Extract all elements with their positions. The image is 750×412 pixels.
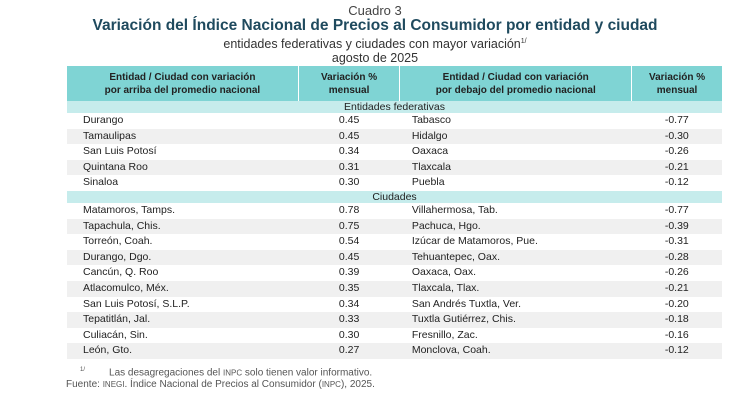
variation-above: 0.45 [298, 128, 400, 145]
entity-below: Puebla [411, 176, 445, 189]
variation-below: -0.12 [664, 176, 689, 189]
entity-below: Tlaxcala [399, 159, 632, 176]
table-row: Tepatitlán, Jal. 0.33 Tuxtla Gutiérrez, Ch… [67, 312, 722, 328]
entity-below: Tuxtla Gutiérrez, Chis. [399, 312, 632, 328]
subtitle-text: entidades federativas y ciudades con may… [223, 37, 521, 51]
table-header: Entidad / Ciudad con variación por arriba… [67, 66, 722, 101]
variation-below: -0.12 [631, 343, 722, 359]
variation-below: -0.30 [631, 128, 722, 145]
variation-above: 0.78 [338, 203, 360, 216]
variation-below: -0.26 [664, 266, 689, 279]
table-row: Atlacomulco, Méx. 0.35 Tlaxcala, Tlax. -0.2… [67, 280, 722, 297]
table-row: Quintana Roo 0.31 Tlaxcala -0.21 [67, 159, 722, 176]
section-label: Ciudades [67, 190, 722, 203]
table-row: León, Gto. 0.27 Monclova, Coah. -0.12 [67, 343, 722, 359]
table-row: Torreón, Coah. 0.54 Izúcar de Matamoros, P… [67, 234, 722, 250]
variation-below: -0.77 [664, 203, 689, 216]
entity-below: Oaxaca [411, 145, 449, 158]
entity-below: Hidalgo [399, 128, 632, 145]
entity-above: Culiacán, Sin. [83, 328, 148, 341]
footnotes: 1/Las desagregaciones del INPC solo tien… [66, 364, 375, 391]
table-row: Sinaloa 0.30 Puebla -0.12 [67, 175, 722, 191]
entity-below: Tehuantepec, Oax. [399, 249, 632, 266]
entity-above: Cancún, Q. Roo [83, 266, 159, 279]
subtitle: entidades federativas y ciudades con may… [0, 37, 750, 51]
table-row: San Luis Potosí 0.34 Oaxaca -0.26 [67, 144, 722, 160]
variation-below: -0.18 [631, 312, 722, 328]
entity-above: Tamaulipas [67, 128, 299, 145]
variation-below: -0.28 [631, 249, 722, 266]
table-row: Matamoros, Tamps. 0.78 Villahermosa, Tab. -… [67, 203, 722, 219]
table-number: Cuadro 3 [348, 3, 402, 18]
col-above-entity: Entidad / Ciudad con variación por arriba… [67, 66, 299, 101]
variation-above: 0.34 [338, 145, 360, 158]
date-label: agosto de 2025 [331, 51, 419, 65]
entity-below: Villahermosa, Tab. [411, 203, 498, 216]
entity-above: Durango [83, 114, 124, 126]
variation-above: 0.30 [338, 328, 360, 341]
variation-above: 0.33 [298, 312, 400, 328]
entity-above: Sinaloa [83, 176, 119, 189]
variation-below: -0.31 [664, 235, 689, 248]
variation-below: -0.77 [664, 114, 689, 126]
entity-below: Tlaxcala, Tlax. [399, 280, 632, 297]
table-row: Cancún, Q. Roo 0.39 Oaxaca, Oax. -0.26 [67, 265, 722, 281]
table-row: Durango 0.45 Tabasco -0.77 [67, 113, 722, 129]
variation-below: -0.20 [664, 297, 689, 310]
table-row: Culiacán, Sin. 0.30 Fresnillo, Zac. -0.16 [67, 328, 722, 344]
table-row: Tapachula, Chis. 0.75 Pachuca, Hgo. -0.39 [67, 218, 722, 235]
section-label: Entidades federativas [67, 101, 722, 113]
entity-above: San Luis Potosí [83, 145, 157, 158]
variation-above: 0.75 [298, 218, 400, 235]
entity-above: Durango, Dgo. [67, 249, 299, 266]
footnote-ref: 1/ [520, 37, 527, 45]
section-row: Ciudades [67, 190, 722, 203]
col-below-variation: Variación % mensual [631, 66, 722, 101]
entity-below: Tabasco [411, 114, 451, 126]
variation-below: -0.26 [664, 145, 689, 158]
entity-below: Pachuca, Hgo. [399, 218, 632, 235]
entity-above: Tapachula, Chis. [67, 218, 299, 235]
entity-above: Tepatitlán, Jal. [67, 312, 299, 328]
variation-above: 0.30 [338, 176, 360, 189]
variation-above: 0.34 [338, 297, 360, 310]
entity-above: León, Gto. [67, 343, 299, 359]
footnote-1: 1/Las desagregaciones del INPC solo tien… [80, 367, 373, 379]
table-row: Tamaulipas 0.45 Hidalgo -0.30 [67, 128, 722, 145]
variation-above: 0.39 [338, 266, 360, 279]
entity-below: Monclova, Coah. [399, 343, 632, 359]
entity-below: Izúcar de Matamoros, Pue. [411, 235, 538, 248]
col-above-variation: Variación % mensual [298, 66, 401, 101]
entity-below: Oaxaca, Oax. [411, 266, 477, 279]
entity-below: Fresnillo, Zac. [411, 328, 478, 341]
section-row: Entidades federativas [67, 101, 722, 113]
entity-above: Quintana Roo [67, 159, 299, 176]
variation-below: -0.21 [631, 280, 722, 297]
data-table: Entidad / Ciudad con variación por arriba… [67, 66, 722, 359]
variation-above: 0.31 [298, 159, 400, 176]
variation-below: -0.21 [631, 159, 722, 176]
entity-above: San Luis Potosí, S.L.P. [83, 297, 190, 310]
variation-above: 0.27 [298, 343, 400, 359]
variation-above: 0.54 [338, 235, 360, 248]
source-note: Fuente: INEGI. Índice Nacional de Precio… [66, 379, 375, 391]
variation-above: 0.45 [298, 249, 400, 266]
col-below-entity: Entidad / Ciudad con variación por debajo… [399, 66, 633, 101]
entity-above: Torreón, Coah. [83, 235, 153, 248]
entity-above: Atlacomulco, Méx. [67, 280, 299, 297]
page-title: Variación del Índice Nacional de Precios… [92, 17, 658, 34]
variation-below: -0.39 [631, 218, 722, 235]
entity-below: San Andrés Tuxtla, Ver. [411, 297, 521, 310]
table-row: San Luis Potosí, S.L.P. 0.34 San Andrés Tu… [67, 297, 722, 313]
variation-below: -0.16 [664, 328, 689, 341]
table-row: Durango, Dgo. 0.45 Tehuantepec, Oax. -0.28 [67, 249, 722, 266]
variation-above: 0.35 [298, 280, 400, 297]
entity-above: Matamoros, Tamps. [83, 203, 176, 216]
variation-above: 0.45 [338, 114, 360, 126]
